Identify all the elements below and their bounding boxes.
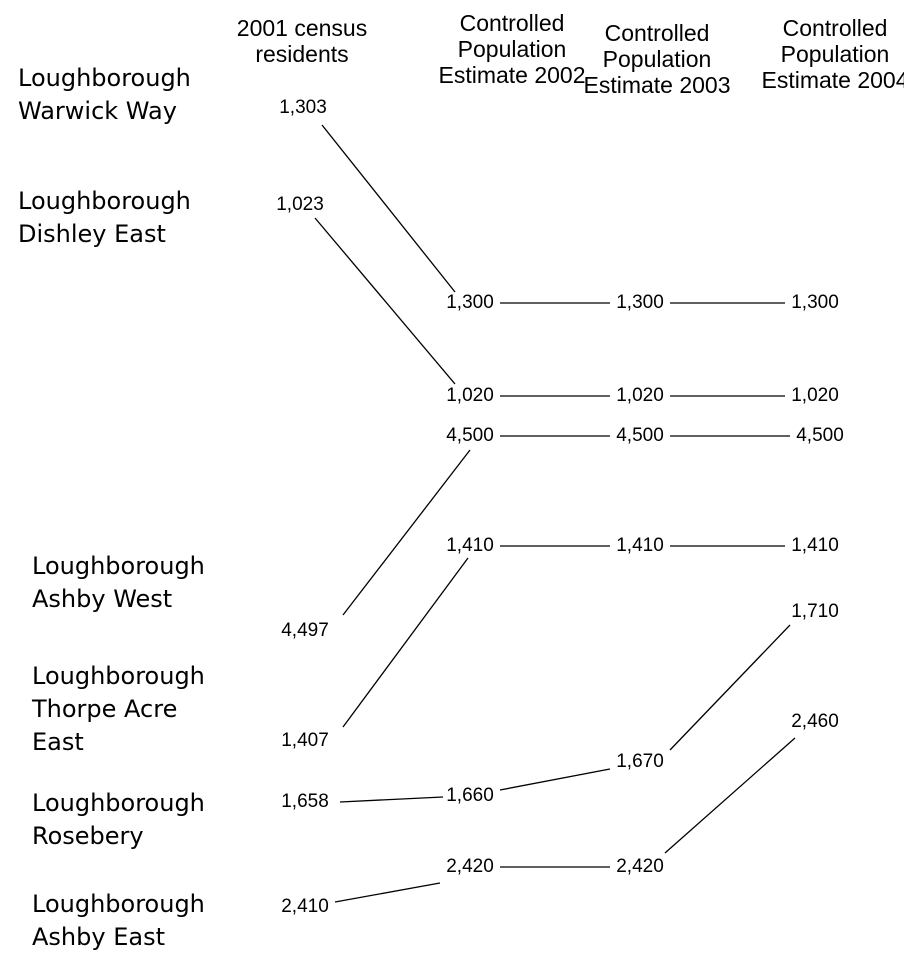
connector (334, 882, 441, 903)
value-label: 1,300 (791, 292, 839, 313)
value-label: 1,300 (616, 292, 664, 313)
row-name: Loughborough Thorpe Acre East (32, 662, 205, 756)
value-label: 1,300 (446, 292, 494, 313)
value-label: 2,420 (446, 856, 494, 877)
connector (499, 768, 611, 791)
value-label: 2,420 (616, 856, 664, 877)
connector (342, 449, 471, 616)
value-label: 1,020 (446, 385, 494, 406)
value-label: 1,670 (616, 751, 664, 772)
row-name: Loughborough Ashby East (32, 890, 205, 951)
value-label: 1,410 (446, 535, 494, 556)
column-header: Controlled Population Estimate 2004 (761, 15, 904, 93)
row-name: Loughborough Rosebery (32, 789, 205, 850)
value-label: 1,660 (446, 785, 494, 806)
value-label: 1,410 (791, 535, 839, 556)
value-label: 4,500 (796, 425, 844, 446)
value-label: 1,023 (276, 194, 324, 215)
value-label: 4,500 (616, 425, 664, 446)
connector (321, 124, 456, 293)
column-header: Controlled Population Estimate 2002 (438, 10, 586, 88)
value-label: 1,303 (279, 97, 327, 118)
value-label: 1,658 (281, 791, 329, 812)
connector (664, 737, 796, 854)
column-header: 2001 census residents (236, 15, 368, 67)
connector (669, 624, 791, 751)
value-label: 1,710 (791, 601, 839, 622)
connector (314, 217, 456, 385)
value-label: 4,500 (446, 425, 494, 446)
value-label: 1,407 (281, 730, 329, 751)
value-label: 2,460 (791, 711, 839, 732)
row-name: Loughborough Warwick Way (18, 64, 191, 125)
row-name: Loughborough Dishley East (18, 187, 191, 248)
value-label: 2,410 (281, 896, 329, 917)
value-label: 1,020 (616, 385, 664, 406)
value-label: 1,410 (616, 535, 664, 556)
connector (339, 796, 444, 803)
connector (342, 557, 469, 728)
value-label: 4,497 (281, 620, 329, 641)
column-header: Controlled Population Estimate 2003 (583, 20, 731, 98)
value-label: 1,020 (791, 385, 839, 406)
row-name: Loughborough Ashby West (32, 552, 205, 613)
